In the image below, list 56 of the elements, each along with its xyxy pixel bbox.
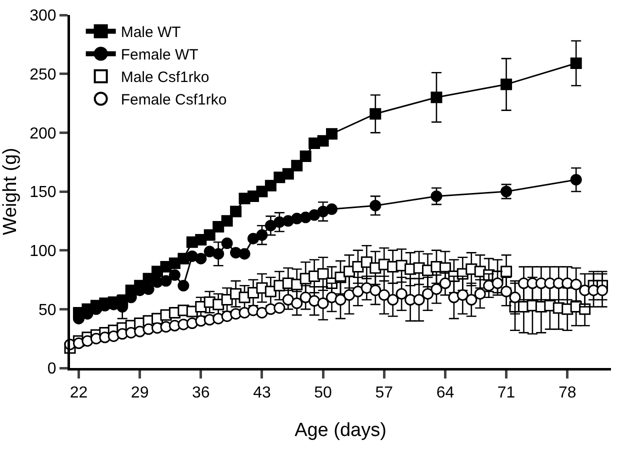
point [317, 206, 329, 218]
point [212, 221, 224, 233]
y-tick-label: 150 [30, 184, 56, 202]
y-tick-label: 100 [30, 242, 56, 260]
x-tick-label: 22 [70, 384, 88, 402]
point [256, 186, 268, 198]
point [370, 200, 382, 212]
point [195, 252, 207, 264]
legend-label: Male Csf1rko [120, 69, 210, 86]
x-tick-label: 71 [497, 384, 516, 402]
point [570, 57, 582, 69]
point [238, 248, 250, 260]
point [264, 180, 276, 192]
x-axis-title: Age (days) [294, 420, 386, 441]
point [221, 215, 233, 227]
point [282, 215, 294, 227]
legend-label: Male WT [120, 24, 181, 42]
point [221, 238, 233, 250]
point [178, 280, 190, 292]
legend-label: Female WT [120, 46, 198, 64]
y-axis-title: Weight (g) [0, 148, 22, 236]
x-tick-label: 36 [192, 384, 210, 402]
point [317, 135, 329, 147]
x-tick-label: 64 [436, 384, 454, 402]
point [204, 246, 216, 258]
x-tick-label: 57 [375, 384, 394, 402]
point [300, 150, 312, 162]
point [300, 212, 312, 224]
point [500, 78, 512, 90]
y-tick-label: 200 [30, 125, 56, 142]
point [256, 229, 268, 241]
point [326, 203, 338, 215]
point [186, 250, 198, 262]
point [264, 220, 276, 232]
y-tick-label: 250 [30, 66, 56, 84]
point [247, 232, 259, 244]
y-tick-label: 50 [38, 302, 56, 319]
point [430, 92, 442, 104]
point [204, 229, 216, 241]
legend-label: Female Csf1rko [120, 92, 227, 109]
point [168, 269, 180, 281]
x-tick-label: 29 [130, 384, 149, 402]
x-tick-label: 78 [558, 384, 576, 402]
point [326, 128, 338, 140]
point [212, 248, 224, 260]
x-tick-label: 50 [314, 384, 332, 402]
point [230, 206, 242, 218]
y-tick-label: 0 [47, 360, 56, 378]
point [570, 174, 582, 186]
point [308, 209, 320, 221]
y-tick-label: 300 [30, 8, 56, 25]
x-tick-label: 43 [253, 384, 271, 402]
point [291, 160, 303, 172]
point [282, 168, 294, 180]
point [160, 275, 172, 287]
point [370, 108, 382, 120]
